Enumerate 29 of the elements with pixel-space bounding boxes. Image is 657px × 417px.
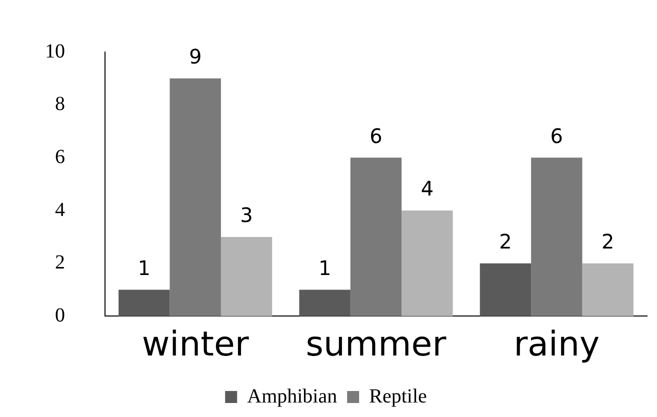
- y-tick-label: 10: [45, 40, 65, 62]
- data-label: 2: [499, 230, 512, 254]
- bar: [402, 210, 453, 316]
- data-label: 1: [138, 256, 151, 280]
- data-label: 1: [318, 256, 332, 280]
- bar: [170, 78, 221, 316]
- legend-label: Reptile: [369, 385, 427, 408]
- data-label: 3: [240, 203, 253, 228]
- bar: [350, 158, 402, 316]
- bar: [531, 158, 582, 316]
- y-tick-label: 8: [55, 93, 65, 116]
- bar: [220, 236, 272, 316]
- bar: [480, 263, 532, 316]
- legend-label: Amphibian: [247, 385, 338, 408]
- y-tick-label: 6: [55, 146, 65, 168]
- data-label: 2: [601, 230, 614, 254]
- x-tick-label: summer: [306, 324, 446, 364]
- bar: [582, 263, 634, 316]
- data-label: 9: [188, 44, 202, 69]
- bar: [299, 290, 350, 316]
- data-label: 6: [550, 124, 564, 148]
- data-label: 4: [420, 176, 434, 201]
- y-tick-label: 2: [55, 252, 65, 274]
- y-tick-label: 0: [55, 304, 65, 326]
- x-tick-label: rainy: [514, 324, 600, 364]
- y-tick-label: 4: [55, 198, 65, 221]
- bar: [118, 290, 170, 316]
- x-tick-label: winter: [142, 324, 249, 364]
- data-label: 6: [370, 124, 382, 148]
